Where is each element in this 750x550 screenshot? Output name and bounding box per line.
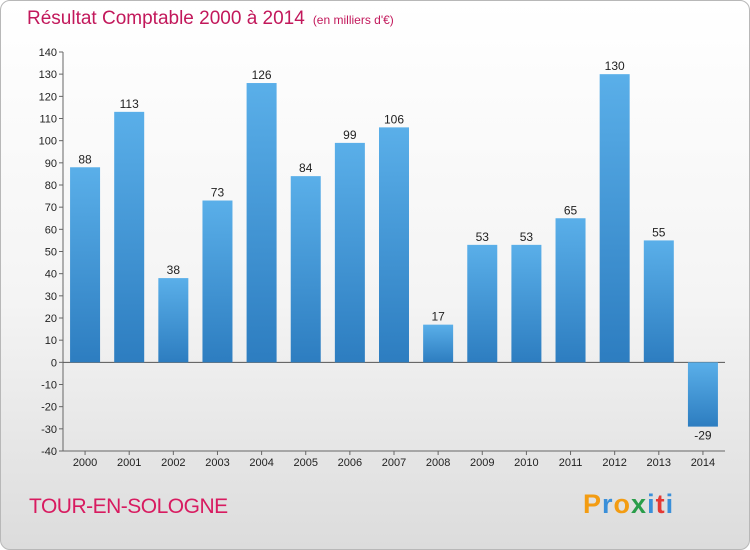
chart-title-text: Résultat Comptable 2000 à 2014 bbox=[27, 8, 305, 29]
logo-letter: t bbox=[655, 489, 666, 519]
chart-title: Résultat Comptable 2000 à 2014 (en millie… bbox=[27, 8, 394, 30]
x-tick-label-2001: 2001 bbox=[117, 457, 141, 469]
y-tick-label: 80 bbox=[45, 180, 57, 192]
y-tick-label: 10 bbox=[45, 335, 57, 347]
x-tick-label-2003: 2003 bbox=[205, 457, 229, 469]
bar-2001 bbox=[114, 111, 145, 363]
x-tick-label-2010: 2010 bbox=[514, 457, 538, 469]
logo-letter: P bbox=[583, 489, 603, 519]
bar-2007 bbox=[379, 127, 409, 363]
y-tick-label: 50 bbox=[45, 247, 57, 259]
x-tick-label-2011: 2011 bbox=[559, 457, 583, 469]
y-tick-label: -40 bbox=[41, 446, 57, 458]
x-tick-label-2009: 2009 bbox=[470, 457, 494, 469]
x-tick-label-2004: 2004 bbox=[249, 457, 273, 469]
value-label-2014: -29 bbox=[694, 429, 712, 443]
x-tick-label-2002: 2002 bbox=[161, 457, 185, 469]
y-tick-label: 20 bbox=[45, 313, 57, 325]
value-label-2009: 53 bbox=[476, 230, 490, 244]
y-tick-label: -30 bbox=[41, 424, 57, 436]
y-tick-label: 100 bbox=[39, 136, 57, 148]
y-tick-label: 130 bbox=[39, 69, 57, 81]
y-tick-label: 140 bbox=[39, 47, 57, 59]
x-tick-label-2005: 2005 bbox=[293, 457, 317, 469]
logo-letter: o bbox=[613, 489, 632, 519]
y-tick-label: 70 bbox=[45, 202, 57, 214]
y-tick-label: 30 bbox=[45, 291, 57, 303]
value-label-2000: 88 bbox=[78, 152, 92, 166]
chart-unit-label: (en milliers d'€) bbox=[312, 13, 394, 27]
logo-letter: x bbox=[631, 489, 648, 519]
logo-letter: i bbox=[647, 489, 656, 519]
proxiti-logo: Proxiti bbox=[583, 489, 674, 520]
bar-2008 bbox=[423, 324, 454, 363]
value-label-2010: 53 bbox=[520, 230, 534, 244]
x-tick-label-2007: 2007 bbox=[382, 457, 406, 469]
logo-letter: i bbox=[665, 489, 675, 519]
value-label-2012: 130 bbox=[605, 59, 625, 73]
bar-2006 bbox=[334, 142, 365, 363]
value-label-2007: 106 bbox=[384, 112, 404, 126]
bar-2011 bbox=[555, 218, 586, 363]
value-label-2003: 73 bbox=[211, 186, 225, 200]
y-tick-label: 60 bbox=[45, 224, 57, 236]
bar-2009 bbox=[467, 244, 498, 363]
bar-2010 bbox=[511, 244, 542, 363]
value-label-2005: 84 bbox=[299, 161, 313, 175]
y-tick-label: 0 bbox=[51, 357, 57, 369]
logo-letter: r bbox=[602, 489, 614, 519]
value-label-2002: 38 bbox=[167, 263, 181, 277]
bar-2013 bbox=[643, 240, 674, 363]
value-label-2004: 126 bbox=[252, 68, 272, 82]
commune-name: TOUR-EN-SOLOGNE bbox=[29, 495, 228, 518]
bar-2003 bbox=[202, 200, 233, 363]
bar-2012 bbox=[599, 74, 630, 363]
y-tick-label: 110 bbox=[39, 114, 57, 126]
x-tick-label-2013: 2013 bbox=[647, 457, 671, 469]
bar-2014 bbox=[687, 362, 718, 427]
value-label-2013: 55 bbox=[652, 225, 666, 239]
y-tick-label: 40 bbox=[45, 269, 57, 281]
bar-2004 bbox=[246, 83, 277, 363]
value-label-2011: 65 bbox=[564, 203, 578, 217]
x-tick-label-2012: 2012 bbox=[602, 457, 626, 469]
y-tick-label: 90 bbox=[45, 158, 57, 170]
x-tick-label-2008: 2008 bbox=[426, 457, 450, 469]
value-label-2008: 17 bbox=[431, 310, 445, 324]
bar-2005 bbox=[290, 176, 321, 363]
y-tick-label: 120 bbox=[39, 91, 57, 103]
value-label-2001: 113 bbox=[120, 97, 139, 111]
y-tick-label: -10 bbox=[41, 380, 57, 392]
bar-2002 bbox=[158, 278, 189, 363]
value-label-2006: 99 bbox=[343, 128, 357, 142]
x-tick-label-2006: 2006 bbox=[338, 457, 362, 469]
x-tick-label-2000: 2000 bbox=[73, 457, 97, 469]
bar-2000 bbox=[70, 167, 101, 363]
x-tick-label-2014: 2014 bbox=[691, 457, 715, 469]
y-tick-label: -20 bbox=[41, 402, 57, 414]
